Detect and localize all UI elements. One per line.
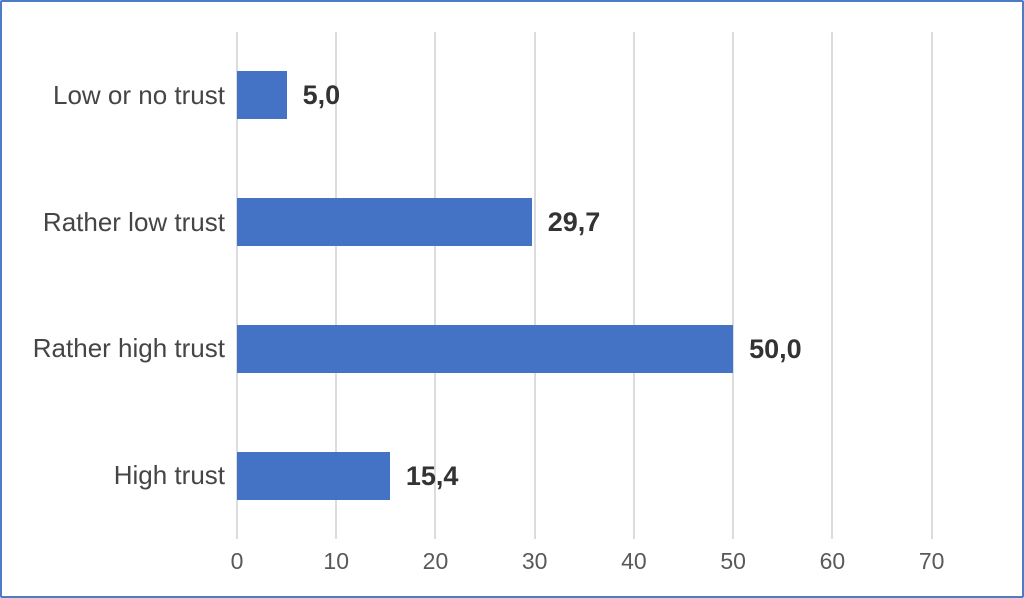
bar-high-trust	[237, 451, 390, 500]
category-label-rather-high-trust: Rather high trust	[32, 333, 225, 364]
value-label-low-or-no-trust: 5,0	[302, 80, 341, 111]
x-tick-label-0: 0	[230, 548, 244, 574]
category-label-rather-low-trust: Rather low trust	[42, 206, 225, 237]
x-tick-label-50: 50	[720, 548, 746, 574]
plot-area: 5,0 29,7 50,0 15,4	[236, 32, 1006, 539]
value-label-high-trust: 15,4	[405, 460, 459, 491]
x-tick-label-30: 30	[521, 548, 548, 574]
x-axis: 0 10 20 30 40 50 60 70	[231, 548, 1006, 578]
x-tick-label-10: 10	[323, 548, 350, 574]
x-tick-label-40: 40	[621, 548, 647, 574]
category-label-high-trust: High trust	[113, 460, 225, 491]
gridline-50	[732, 32, 735, 539]
gridline-20	[434, 32, 437, 539]
gridline-40	[632, 32, 635, 539]
bar-rather-high-trust	[237, 324, 734, 373]
gridline-70	[930, 32, 933, 539]
x-tick-label-60: 60	[819, 548, 846, 574]
category-label-low-or-no-trust: Low or no trust	[53, 79, 225, 110]
value-label-rather-high-trust: 50,0	[749, 333, 802, 364]
x-tick-label-70: 70	[918, 548, 945, 574]
x-tick-label-20: 20	[422, 548, 449, 574]
gridline-0	[236, 32, 238, 539]
gridline-60	[831, 32, 834, 539]
bar-rather-low-trust	[237, 198, 532, 247]
gridline-30	[533, 32, 536, 539]
gridline-10	[335, 32, 338, 539]
value-label-rather-low-trust: 29,7	[547, 207, 601, 238]
y-axis-category-labels: Low or no trust Rather low trust Rather hi…	[2, 32, 225, 539]
bar-low-or-no-trust	[237, 71, 287, 120]
